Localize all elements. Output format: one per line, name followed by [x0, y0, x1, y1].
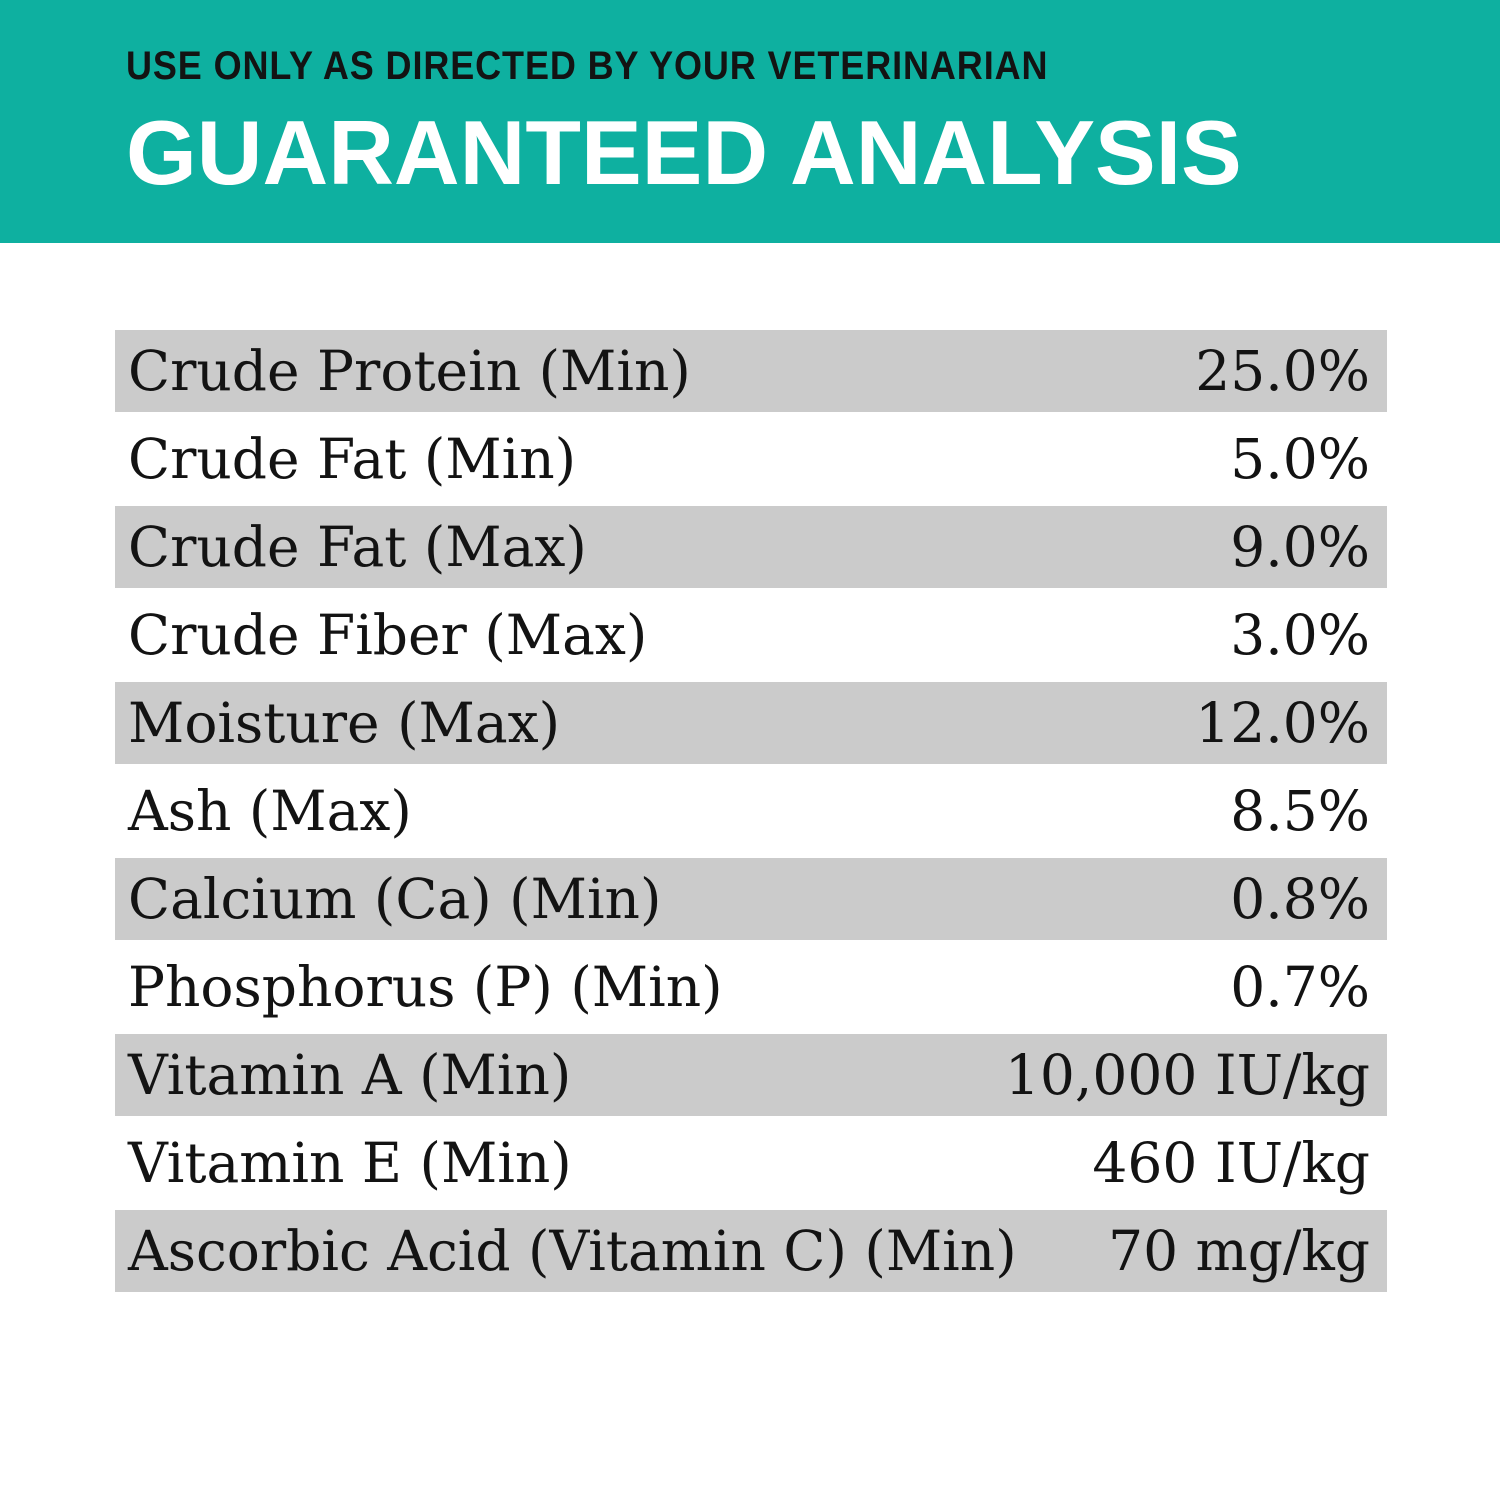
nutrient-value: 0.7% — [1230, 954, 1370, 1019]
table-row: Calcium (Ca) (Min) 0.8% — [115, 858, 1387, 946]
table-row: Crude Protein (Min) 25.0% — [115, 330, 1387, 418]
nutrient-label: Phosphorus (P) (Min) — [128, 954, 723, 1019]
nutrient-value: 0.8% — [1230, 866, 1370, 931]
table-row: Phosphorus (P) (Min) 0.7% — [115, 946, 1387, 1034]
table-row: Crude Fat (Max) 9.0% — [115, 506, 1387, 594]
veterinarian-directive-text: USE ONLY AS DIRECTED BY YOUR VETERINARIA… — [126, 44, 1049, 88]
nutrient-label: Crude Protein (Min) — [128, 338, 691, 403]
nutrient-label: Vitamin E (Min) — [128, 1130, 572, 1195]
table-row: Vitamin A (Min) 10,000 IU/kg — [115, 1034, 1387, 1122]
header-band: USE ONLY AS DIRECTED BY YOUR VETERINARIA… — [0, 0, 1500, 243]
nutrient-value: 25.0% — [1195, 338, 1370, 403]
table-row: Moisture (Max) 12.0% — [115, 682, 1387, 770]
nutrient-label: Crude Fiber (Max) — [128, 602, 648, 667]
nutrient-value: 10,000 IU/kg — [1004, 1042, 1370, 1107]
nutrient-value: 70 mg/kg — [1108, 1218, 1370, 1283]
page-title: GUARANTEED ANALYSIS — [126, 103, 1242, 204]
nutrient-value: 460 IU/kg — [1092, 1130, 1370, 1195]
nutrient-value: 8.5% — [1230, 778, 1370, 843]
table-row: Vitamin E (Min) 460 IU/kg — [115, 1122, 1387, 1210]
nutrient-label: Moisture (Max) — [128, 690, 561, 755]
nutrient-label: Ascorbic Acid (Vitamin C) (Min) — [128, 1218, 1017, 1283]
nutrient-label: Crude Fat (Max) — [128, 514, 587, 579]
nutrient-value: 3.0% — [1230, 602, 1370, 667]
guaranteed-analysis-table: Crude Protein (Min) 25.0% Crude Fat (Min… — [115, 330, 1387, 1298]
table-row: Ash (Max) 8.5% — [115, 770, 1387, 858]
nutrient-value: 12.0% — [1195, 690, 1370, 755]
nutrient-value: 9.0% — [1230, 514, 1370, 579]
nutrient-label: Ash (Max) — [128, 778, 412, 843]
table-row: Crude Fat (Min) 5.0% — [115, 418, 1387, 506]
nutrient-label: Calcium (Ca) (Min) — [128, 866, 662, 931]
nutrient-label: Crude Fat (Min) — [128, 426, 577, 491]
nutrient-label: Vitamin A (Min) — [128, 1042, 572, 1107]
table-row: Crude Fiber (Max) 3.0% — [115, 594, 1387, 682]
nutrient-value: 5.0% — [1230, 426, 1370, 491]
table-row: Ascorbic Acid (Vitamin C) (Min) 70 mg/kg — [115, 1210, 1387, 1298]
